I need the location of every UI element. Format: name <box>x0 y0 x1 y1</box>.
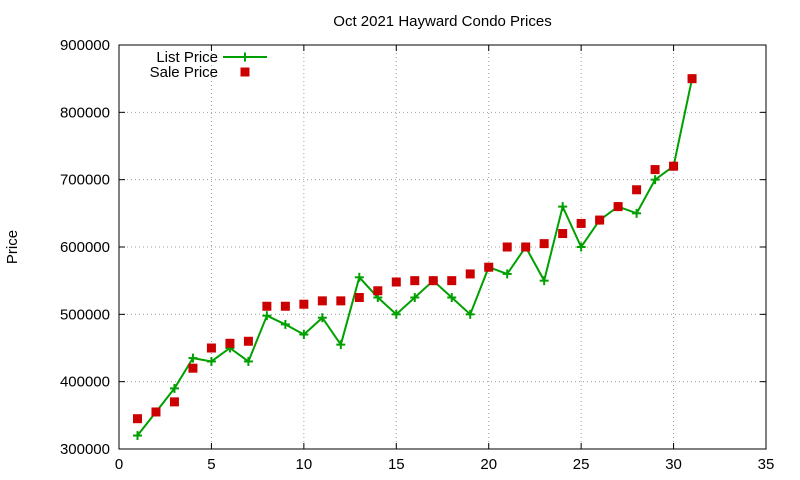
legend-label: List Price <box>156 49 218 66</box>
y-tick-label: 800000 <box>60 104 110 121</box>
data-point <box>539 276 549 286</box>
y-tick-label: 700000 <box>60 172 110 189</box>
data-point <box>502 269 512 279</box>
data-point <box>539 239 549 249</box>
data-point <box>687 74 697 84</box>
x-tick-label: 35 <box>758 456 775 473</box>
x-tick-label: 0 <box>115 456 123 473</box>
x-tick-label: 25 <box>573 456 590 473</box>
data-point <box>169 383 179 393</box>
x-tick-label: 20 <box>480 456 497 473</box>
series-layer <box>132 74 697 441</box>
data-point <box>169 397 179 407</box>
x-tick-label: 30 <box>665 456 682 473</box>
data-point <box>317 296 327 306</box>
data-point <box>502 242 512 252</box>
y-tick-label: 400000 <box>60 374 110 391</box>
data-point <box>465 309 475 319</box>
data-point <box>280 319 290 329</box>
data-point <box>669 161 679 171</box>
y-tick-label: 500000 <box>60 306 110 323</box>
y-tick-label: 900000 <box>60 37 110 54</box>
data-point <box>317 313 327 323</box>
ticks: 0 5 10 15 20 25 30 35 300000 400000 500000 600000 70… <box>60 37 774 473</box>
data-point <box>521 242 531 252</box>
data-point <box>558 202 568 212</box>
data-point <box>188 353 198 363</box>
x-tick-label: 5 <box>207 456 215 473</box>
data-point <box>650 165 660 175</box>
data-point <box>299 299 309 309</box>
data-point <box>650 175 660 185</box>
data-point <box>465 269 475 279</box>
data-point <box>428 276 438 286</box>
y-axis-label: Price <box>4 230 21 264</box>
data-point <box>410 293 420 302</box>
series-list-price <box>132 74 697 441</box>
grid <box>119 45 766 449</box>
data-point <box>576 218 586 228</box>
data-point <box>299 330 309 340</box>
data-point <box>354 272 364 282</box>
data-point <box>225 338 235 348</box>
data-point <box>243 356 253 366</box>
data-point <box>243 336 253 346</box>
data-point <box>262 311 272 321</box>
data-point <box>354 293 364 302</box>
y-tick-label: 300000 <box>60 441 110 458</box>
data-point <box>132 414 142 424</box>
data-point <box>188 363 198 373</box>
data-point <box>132 431 142 441</box>
data-point <box>206 343 216 353</box>
legend-label: Sale Price <box>150 64 218 81</box>
data-point <box>410 276 420 286</box>
y-tick-label: 600000 <box>60 239 110 256</box>
data-point <box>262 301 272 311</box>
data-point <box>484 262 494 272</box>
data-point <box>558 229 568 239</box>
data-point <box>280 301 290 311</box>
legend-swatch-marker <box>240 52 250 62</box>
data-point <box>373 286 383 296</box>
chart-title: Oct 2021 Hayward Condo Prices <box>333 13 551 30</box>
series-line <box>136 78 694 437</box>
series-sale-price <box>132 74 697 424</box>
plot-frame <box>118 44 767 450</box>
data-point <box>336 340 346 350</box>
data-point <box>391 277 401 287</box>
x-tick-label: 15 <box>388 456 405 473</box>
data-point <box>632 185 642 195</box>
data-point <box>336 296 346 306</box>
data-point <box>613 202 623 212</box>
data-point <box>595 215 605 225</box>
data-point <box>576 242 586 252</box>
data-point <box>391 309 401 319</box>
data-point <box>151 407 161 417</box>
x-tick-label: 10 <box>296 456 313 473</box>
data-point <box>206 356 216 366</box>
data-point <box>447 293 457 302</box>
data-point <box>632 208 642 218</box>
data-point <box>447 276 457 286</box>
legend-swatch-marker <box>240 67 250 77</box>
